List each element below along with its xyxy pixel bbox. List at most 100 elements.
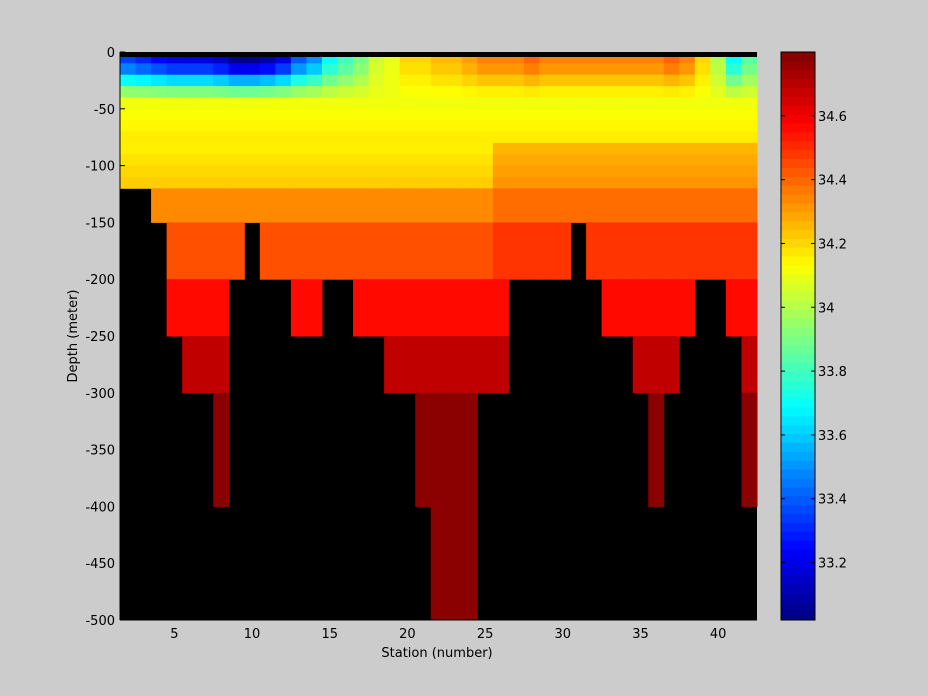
heatmap-cell — [555, 188, 572, 223]
heatmap-cell — [321, 131, 339, 144]
heatmap-cell — [384, 176, 401, 189]
colorbar-band — [781, 584, 815, 594]
heatmap-cell — [306, 154, 323, 167]
heatmap-cell — [679, 176, 696, 189]
heatmap-cell — [617, 108, 634, 121]
heatmap-cell — [446, 74, 463, 87]
heatmap-cell — [120, 154, 137, 167]
heatmap-cell — [663, 176, 680, 189]
heatmap-cell — [461, 506, 478, 621]
heatmap-cell — [399, 131, 416, 144]
heatmap-cell — [306, 142, 323, 155]
heatmap-cell — [477, 74, 494, 87]
heatmap-cell — [399, 279, 416, 337]
heatmap-cell — [446, 142, 463, 155]
heatmap-cell — [151, 165, 168, 178]
heatmap-cell — [384, 165, 401, 178]
heatmap-cell — [213, 97, 230, 110]
heatmap-cell — [228, 165, 245, 178]
heatmap-cell — [461, 188, 478, 223]
heatmap-cell — [337, 120, 354, 133]
heatmap-cell — [741, 336, 758, 394]
heatmap-cell — [679, 188, 696, 223]
colorbar-frame — [780, 51, 816, 621]
heatmap-cell — [663, 131, 680, 144]
heatmap-cell — [306, 131, 323, 144]
heatmap-cell — [648, 222, 665, 280]
heatmap-cell — [399, 142, 416, 155]
colorbar-band — [781, 309, 815, 319]
heatmap-cell — [508, 63, 525, 76]
heatmap-cell — [741, 131, 758, 144]
heatmap-cell — [492, 86, 509, 98]
heatmap-cell — [741, 279, 758, 337]
heatmap-cell — [601, 222, 618, 280]
heatmap-cell — [601, 188, 618, 223]
heatmap-cell — [508, 74, 525, 87]
heatmap-cell — [430, 131, 447, 144]
colorbar-band — [781, 380, 815, 390]
heatmap-cell — [741, 222, 758, 280]
y-tick-label: -300 — [85, 387, 115, 402]
colorbar-band — [781, 211, 815, 222]
heatmap-cell — [182, 154, 199, 167]
heatmap-cell — [617, 63, 634, 76]
heatmap-cell — [166, 165, 183, 178]
heatmap-cell — [430, 57, 447, 64]
heatmap-cell — [259, 142, 276, 155]
heatmap-cell — [617, 279, 634, 337]
heatmap-cell — [586, 108, 603, 121]
heatmap-cell — [213, 142, 230, 155]
heatmap-cell — [306, 188, 323, 223]
heatmap-cell — [710, 63, 727, 76]
heatmap-cell — [244, 120, 261, 133]
heatmap-cell — [632, 63, 649, 76]
heatmap-cell — [368, 57, 385, 64]
heatmap-cell — [353, 108, 370, 121]
heatmap-cell — [290, 176, 307, 189]
heatmap-cell — [694, 120, 711, 133]
heatmap-cell — [259, 222, 276, 280]
heatmap-cell — [197, 188, 214, 223]
heatmap-cell — [135, 142, 152, 155]
heatmap-cell — [275, 222, 292, 280]
heatmap-cell — [321, 63, 339, 76]
heatmap-cell — [586, 86, 603, 98]
heatmap-cell — [679, 120, 696, 133]
heatmap-cell — [601, 279, 618, 337]
heatmap-cell — [290, 86, 307, 98]
heatmap-cell — [679, 57, 696, 64]
heatmap-cell — [306, 165, 323, 178]
heatmap-cell — [648, 392, 665, 507]
heatmap-cell — [508, 142, 525, 155]
heatmap-cell — [617, 188, 634, 223]
heatmap-cell — [275, 154, 292, 167]
heatmap-cell — [508, 154, 525, 167]
colorbar-band — [781, 96, 815, 106]
heatmap-cell — [244, 154, 261, 167]
heatmap-cell — [244, 74, 261, 87]
heatmap-cell — [725, 74, 742, 87]
heatmap-cell — [120, 74, 137, 87]
heatmap-cell — [710, 108, 727, 121]
heatmap-cell — [523, 57, 540, 64]
heatmap-cell — [601, 97, 618, 110]
heatmap-cell — [555, 74, 572, 87]
heatmap-cell — [523, 63, 540, 76]
heatmap-cell — [415, 57, 432, 64]
heatmap-cell — [368, 279, 385, 337]
heatmap-cell — [430, 108, 447, 121]
heatmap-cell — [259, 188, 276, 223]
heatmap-cell — [663, 336, 680, 394]
y-tick-label: -50 — [94, 103, 115, 118]
heatmap-cell — [415, 176, 432, 189]
heatmap-cell — [135, 131, 152, 144]
heatmap-cell — [151, 86, 168, 98]
colorbar-band — [781, 398, 815, 408]
heatmap-cell — [244, 142, 261, 155]
heatmap-cell — [555, 131, 572, 144]
heatmap-cell — [182, 63, 199, 76]
heatmap-cell — [492, 63, 509, 76]
heatmap-cell — [306, 222, 323, 280]
heatmap-cell — [477, 154, 494, 167]
